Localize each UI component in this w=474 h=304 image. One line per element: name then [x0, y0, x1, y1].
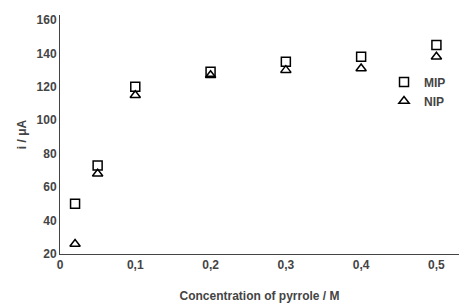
svg-text:160: 160: [37, 13, 57, 27]
svg-text:20: 20: [43, 247, 57, 261]
svg-text:0,3: 0,3: [278, 258, 295, 272]
svg-text:40: 40: [43, 214, 57, 228]
svg-text:MIP: MIP: [424, 76, 445, 90]
svg-text:0,2: 0,2: [202, 258, 219, 272]
svg-text:NIP: NIP: [424, 95, 444, 109]
svg-text:120: 120: [37, 80, 57, 94]
svg-text:140: 140: [37, 47, 57, 61]
svg-text:80: 80: [43, 147, 57, 161]
svg-text:0,5: 0,5: [428, 258, 445, 272]
svg-text:0,1: 0,1: [127, 258, 144, 272]
svg-text:60: 60: [43, 180, 57, 194]
svg-text:0,4: 0,4: [353, 258, 370, 272]
svg-text:i / μA: i / μA: [15, 119, 29, 149]
svg-text:Concentration of pyrrole / M: Concentration of pyrrole / M: [179, 289, 339, 303]
svg-text:100: 100: [37, 113, 57, 127]
svg-text:0: 0: [57, 258, 64, 272]
